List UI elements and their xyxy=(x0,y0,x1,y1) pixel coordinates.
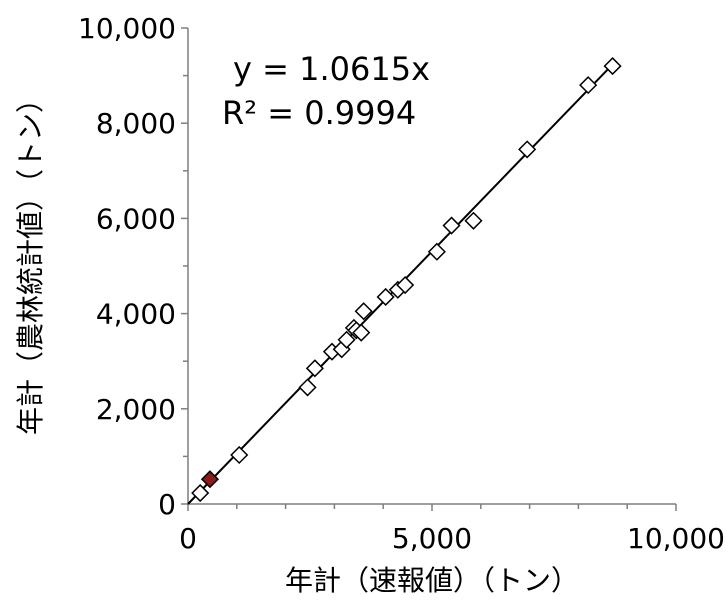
x-tick-label: 0 xyxy=(179,522,197,555)
y-tick-label: 4,000 xyxy=(96,298,176,331)
data-point xyxy=(396,275,415,295)
y-tick-label: 0 xyxy=(158,488,176,521)
x-axis-title: 年計（速報値）（トン） xyxy=(285,564,579,597)
data-point xyxy=(518,140,537,159)
y-tick-label: 2,000 xyxy=(96,393,176,426)
data-point xyxy=(191,483,210,503)
data-point xyxy=(464,211,483,230)
x-tick-label: 10,000 xyxy=(627,522,725,555)
trendline-r-squared: R² = 0.9994 xyxy=(222,94,416,132)
data-point xyxy=(352,323,371,342)
data-point xyxy=(230,445,249,465)
annotation-layer: y = 1.0615x R² = 0.9994 xyxy=(222,50,430,132)
data-point xyxy=(337,330,356,349)
points-layer xyxy=(191,57,622,503)
data-point xyxy=(298,378,317,397)
data-point xyxy=(427,242,446,261)
axes: 0 2,000 4,000 6,000 8,000 10,000 0 5,000 10,000 xyxy=(78,12,725,555)
y-axis-title: 年計（農林統計値）（トン） xyxy=(14,85,47,435)
trendline-equation: y = 1.0615x xyxy=(233,50,430,88)
data-point xyxy=(579,76,598,95)
data-point xyxy=(603,57,622,76)
y-tick-label: 6,000 xyxy=(96,202,176,235)
axis-titles: 年計（速報値）（トン） 年計（農林統計値）（トン） xyxy=(14,85,579,597)
data-point xyxy=(354,302,373,321)
data-point xyxy=(376,287,395,307)
y-tick-label: 8,000 xyxy=(96,107,176,140)
x-tick-label: 5,000 xyxy=(392,522,472,555)
data-point xyxy=(305,359,324,378)
highlighted-data-point xyxy=(200,470,220,489)
data-point xyxy=(442,216,461,235)
y-tick-label: 10,000 xyxy=(78,12,176,45)
